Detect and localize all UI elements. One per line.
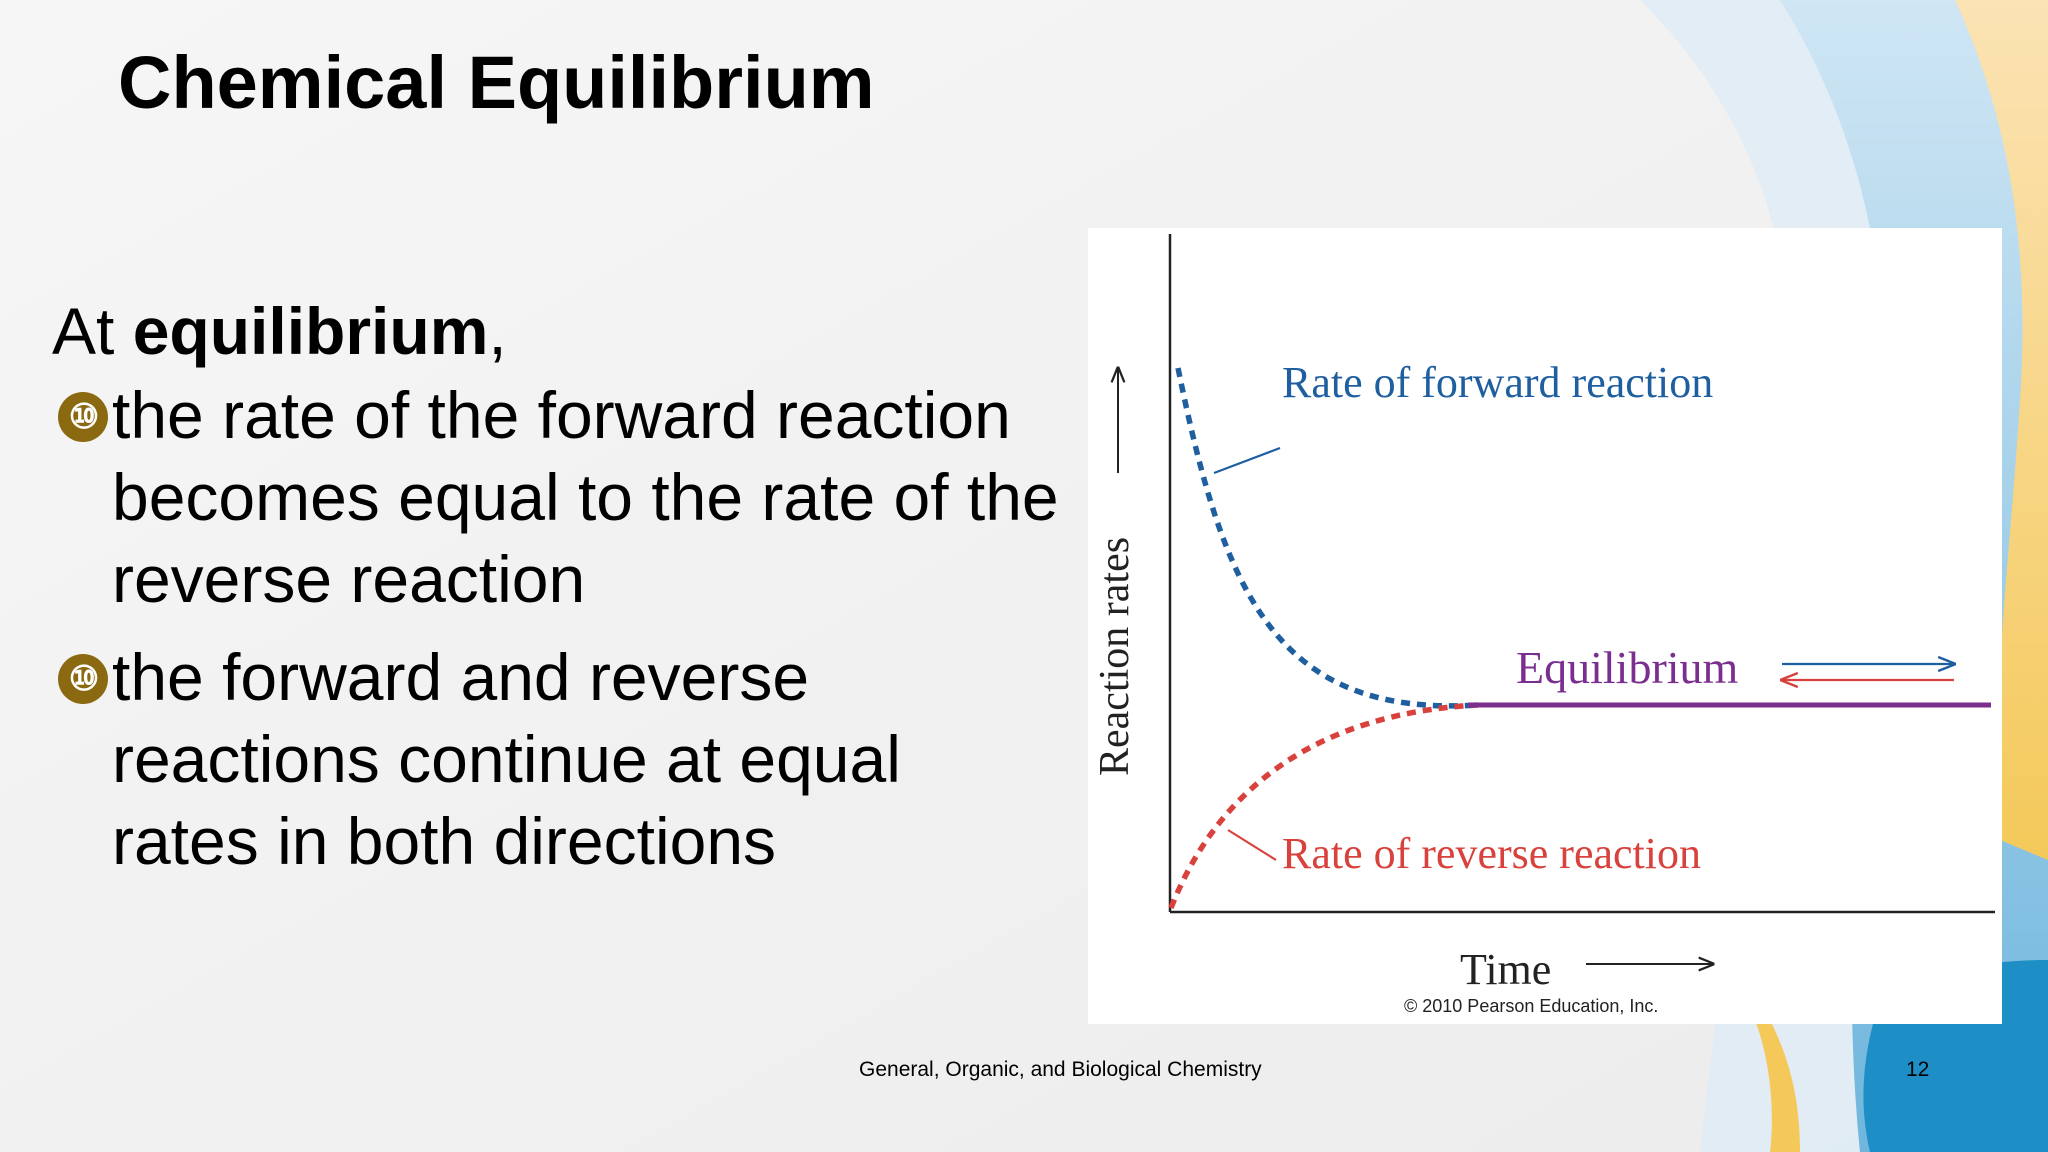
forward-label-leader	[1213, 446, 1281, 475]
reaction-rate-diagram: Reaction rates Time Rate of forward reac…	[1092, 234, 1995, 1016]
bullet-text: the rate of the forward reaction becomes…	[112, 378, 1059, 616]
intro-prefix: At	[52, 294, 133, 368]
equilibrium-label: Equilibrium	[1516, 642, 1739, 693]
forward-rate-curve	[1175, 367, 1479, 709]
numbered-bullet-icon: ⑩	[58, 392, 108, 442]
y-axis-label: Reaction rates	[1092, 537, 1138, 776]
reverse-label-leader	[1227, 829, 1277, 861]
intro-line: At equilibrium,	[52, 290, 1062, 372]
bullet-item: ⑩ the forward and reverse reactions cont…	[52, 636, 1062, 882]
intro-suffix: ,	[488, 294, 507, 368]
figure-credit: © 2010 Pearson Education, Inc.	[1404, 996, 1658, 1016]
reverse-rate-label: Rate of reverse reaction	[1282, 829, 1701, 878]
slide-title: Chemical Equilibrium	[118, 41, 875, 124]
x-axis-label: Time	[1460, 945, 1551, 994]
decorative-swoosh-yellow-bottom	[1755, 1020, 1800, 1152]
numbered-bullet-icon: ⑩	[58, 654, 108, 704]
slide-body: At equilibrium, ⑩ the rate of the forwar…	[52, 290, 1062, 882]
footer-page-number: 12	[1906, 1058, 1930, 1081]
intro-bold-term: equilibrium	[132, 294, 489, 368]
bullet-item: ⑩ the rate of the forward reaction becom…	[52, 374, 1062, 620]
decorative-swoosh-yellow	[1955, 0, 2048, 860]
footer-course-title: General, Organic, and Biological Chemist…	[859, 1058, 1262, 1081]
forward-rate-label: Rate of forward reaction	[1282, 358, 1713, 407]
reverse-rate-curve	[1168, 702, 1479, 910]
bullet-text: the forward and reverse reactions contin…	[112, 640, 901, 878]
equilibrium-figure: Reaction rates Time Rate of forward reac…	[1088, 228, 2002, 1024]
